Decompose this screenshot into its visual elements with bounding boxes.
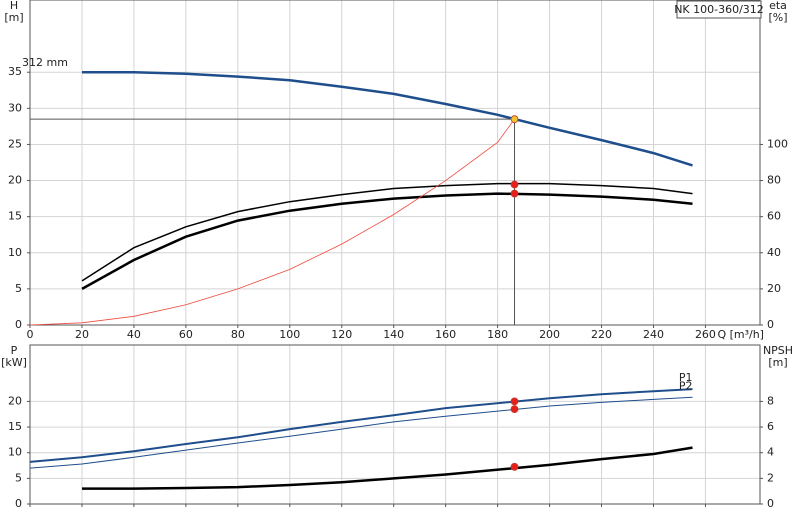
y2-tick-label: 6 <box>767 420 774 433</box>
y2-tick-label: 2 <box>767 471 774 484</box>
y-tick-label: 10 <box>8 246 22 259</box>
y2-tick-label: 20 <box>767 282 781 295</box>
series-label: P2 <box>679 379 693 392</box>
y2-tick-label: 80 <box>767 174 781 187</box>
y2-tick-label: 100 <box>767 137 788 150</box>
series-label: P1 <box>679 371 693 384</box>
chart-title: NK 100-360/312 <box>674 3 764 16</box>
duty-point <box>510 180 519 189</box>
y-tick-label: 0 <box>15 318 22 331</box>
x-tick-label: 80 <box>231 328 245 341</box>
plot-frame <box>29 0 761 326</box>
series-line <box>29 388 693 463</box>
series-line <box>82 70 693 167</box>
y-tick-label: 30 <box>8 101 22 114</box>
x-tick-label: 240 <box>643 328 664 341</box>
y2-axis-unit: [%] <box>768 11 787 24</box>
series-line <box>82 446 693 490</box>
x-tick-label: 120 <box>331 328 352 341</box>
x-tick-label: 180 <box>487 328 508 341</box>
y-tick-label: 15 <box>8 210 22 223</box>
y-tick-label: 25 <box>8 137 22 150</box>
y2-axis-label: eta <box>769 0 787 12</box>
x-tick-label: 0 <box>27 328 34 341</box>
x-tick-label: 140 <box>383 328 404 341</box>
y2-tick-label: 60 <box>767 210 781 223</box>
y2-axis-unit: [m] <box>768 356 787 369</box>
duty-point <box>510 405 519 414</box>
y-tick-label: 15 <box>8 420 22 433</box>
title-box <box>676 0 762 19</box>
series-label: 312 mm <box>22 56 68 69</box>
y2-tick-label: 4 <box>767 446 774 459</box>
series-line <box>29 396 693 469</box>
y-tick-label: 20 <box>8 174 22 187</box>
y-tick-label: 5 <box>15 282 22 295</box>
y-tick-label: 5 <box>15 471 22 484</box>
x-tick-label: 100 <box>279 328 300 341</box>
series-line <box>29 118 515 326</box>
y-axis-unit: [m] <box>4 11 23 24</box>
y-axis-label: H <box>10 0 18 12</box>
y2-tick-label: 0 <box>767 497 774 510</box>
series-line <box>81 182 693 282</box>
x-tick-label: 260 <box>695 328 716 341</box>
y-axis-unit: [kW] <box>1 356 27 369</box>
x-tick-label: 160 <box>435 328 456 341</box>
duty-point <box>510 397 519 406</box>
plot-frame <box>29 344 761 505</box>
series-line <box>81 192 693 290</box>
x-tick-label: 220 <box>591 328 612 341</box>
x-tick-label: 60 <box>179 328 193 341</box>
x-axis-label: Q [m³/h] <box>717 328 764 341</box>
y-tick-label: 0 <box>15 497 22 510</box>
duty-point <box>510 462 519 471</box>
y-axis-label: P <box>11 344 18 357</box>
y2-axis-label: NPSH <box>763 344 793 357</box>
duty-point <box>510 115 519 124</box>
x-tick-label: 20 <box>75 328 89 341</box>
y-tick-label: 35 <box>8 65 22 78</box>
y2-tick-label: 40 <box>767 246 781 259</box>
y-tick-label: 10 <box>8 446 22 459</box>
y-tick-label: 20 <box>8 394 22 407</box>
x-tick-label: 200 <box>539 328 560 341</box>
x-tick-label: 40 <box>127 328 141 341</box>
y2-tick-label: 8 <box>767 394 774 407</box>
y2-tick-label: 0 <box>767 318 774 331</box>
duty-point <box>510 189 519 198</box>
